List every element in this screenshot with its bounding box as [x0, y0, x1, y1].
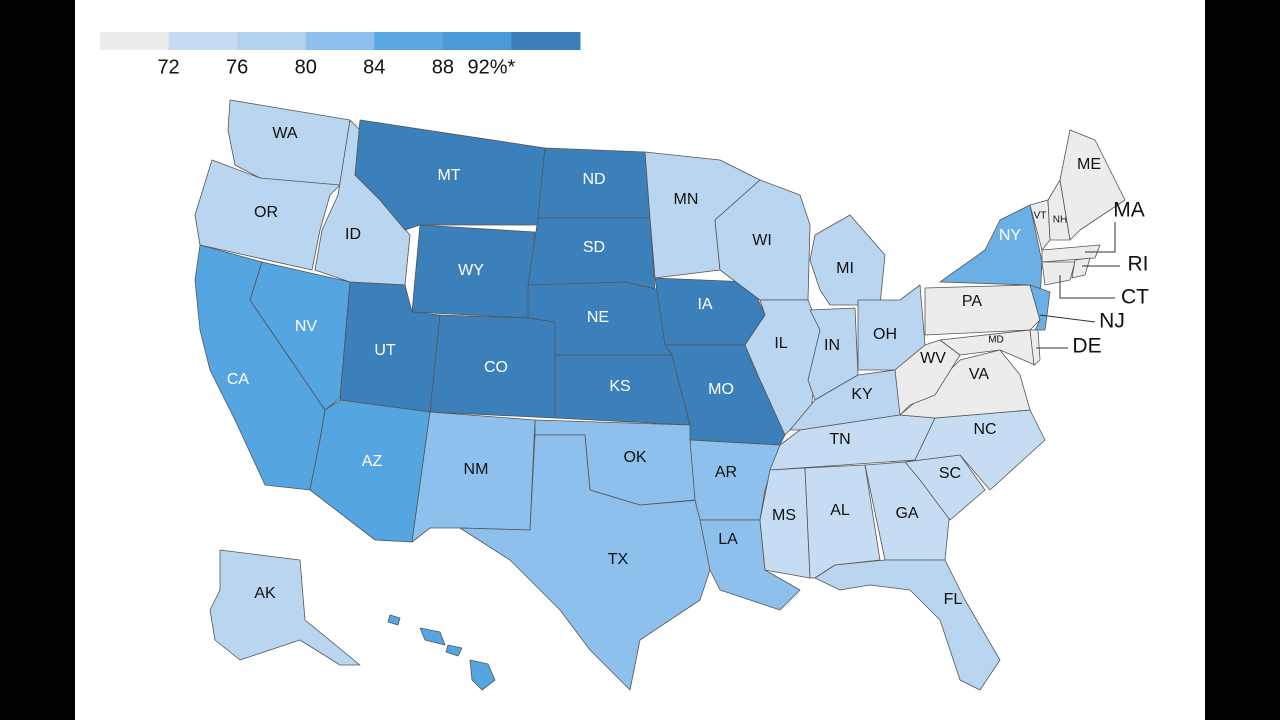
state-label: OK	[623, 449, 646, 466]
state-label: FL	[944, 591, 963, 608]
state-label: MI	[836, 260, 854, 277]
state	[469, 659, 496, 691]
state-label: NC	[973, 421, 996, 438]
state-label: MT	[437, 167, 460, 184]
state-label: TX	[608, 551, 629, 568]
legend-label: 92%*	[468, 56, 516, 78]
state-label: AK	[254, 585, 276, 602]
state	[939, 329, 1036, 366]
state	[1059, 129, 1126, 241]
state-label: NM	[464, 461, 489, 478]
state	[194, 159, 341, 271]
legend-label: 72	[157, 56, 179, 78]
state-label: MO	[708, 381, 734, 398]
state-label: AL	[830, 502, 850, 519]
state-label: MN	[674, 191, 699, 208]
state-label: IN	[824, 337, 840, 354]
state-callout: CT	[1121, 286, 1149, 309]
legend-label: 84	[363, 56, 385, 78]
state	[209, 549, 361, 666]
state-label: PA	[962, 293, 982, 310]
state-label: OH	[873, 326, 897, 343]
state-label: NV	[295, 318, 318, 335]
state	[1071, 257, 1091, 279]
state-label: KS	[609, 378, 630, 395]
legend-swatch	[374, 32, 444, 50]
state-callout: RI	[1128, 253, 1149, 276]
state	[1029, 284, 1051, 331]
state	[227, 99, 351, 186]
state	[714, 179, 811, 301]
state-label: CO	[484, 359, 508, 376]
state	[924, 284, 1041, 336]
state-label: IL	[774, 335, 787, 352]
state-label: IA	[697, 296, 712, 313]
state-label: MD	[988, 335, 1004, 346]
state-label: WA	[272, 125, 298, 142]
state-label: VT	[1034, 211, 1047, 222]
leader-line	[1039, 314, 1096, 323]
legend-swatch	[168, 32, 238, 50]
legend-swatch	[305, 32, 375, 50]
state	[814, 559, 1001, 691]
state	[387, 614, 401, 626]
state-label: GA	[895, 505, 918, 522]
state-label: OR	[254, 204, 278, 221]
state	[809, 214, 886, 306]
state	[459, 434, 711, 691]
state	[309, 399, 431, 543]
state	[894, 339, 961, 416]
legend-swatch	[442, 32, 512, 50]
map: 72 76 80 84 88 92%* WA OR CA NV ID MT WY UT CO AZ NM ND SD…	[100, 32, 1149, 691]
state-label: ID	[345, 226, 361, 243]
state-label: VA	[969, 366, 989, 383]
state	[249, 261, 351, 411]
leader-line	[1059, 275, 1115, 299]
state	[1041, 261, 1076, 286]
legend-swatch	[100, 32, 170, 50]
legend-swatch	[511, 32, 581, 50]
state	[419, 627, 446, 646]
state-callout: MA	[1113, 199, 1145, 222]
state-label: KY	[851, 386, 873, 403]
state-label: MS	[772, 507, 796, 524]
state-label: TN	[829, 431, 850, 448]
state-label: WI	[752, 232, 772, 249]
state-label: ME	[1077, 156, 1101, 173]
state	[904, 409, 1046, 491]
state-label: SD	[583, 239, 605, 256]
map-panel: 72 76 80 84 88 92%* WA OR CA NV ID MT WY UT CO AZ NM ND SD…	[75, 0, 1205, 720]
state-label: UT	[374, 342, 396, 359]
state-label: AZ	[362, 453, 383, 470]
state-label: NH	[1053, 215, 1067, 226]
state-callout: NJ	[1099, 310, 1125, 333]
state-label: WY	[458, 262, 484, 279]
state	[759, 467, 811, 579]
state	[864, 461, 951, 561]
legend-swatch	[237, 32, 307, 50]
state-label: NY	[999, 227, 1022, 244]
state-label: ND	[582, 171, 605, 188]
legend-label: 80	[295, 56, 317, 78]
state	[1029, 329, 1041, 366]
legend-label: 88	[432, 56, 454, 78]
state	[445, 644, 463, 657]
state-label: NE	[587, 309, 609, 326]
state	[1041, 244, 1101, 263]
state-label: SC	[939, 465, 961, 482]
state-label: CA	[227, 371, 250, 388]
legend-label: 76	[226, 56, 248, 78]
state-label: LA	[718, 531, 738, 548]
state-label: WV	[920, 350, 946, 367]
leader-line	[1085, 222, 1116, 253]
state-callout: DE	[1072, 335, 1101, 358]
state-label: AR	[715, 464, 737, 481]
